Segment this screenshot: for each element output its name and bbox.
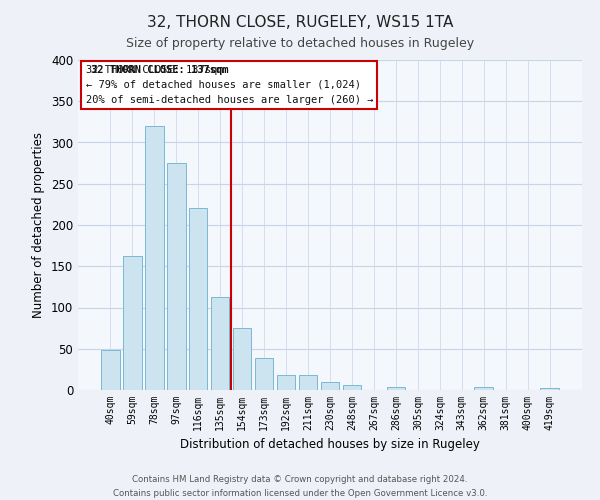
Bar xyxy=(123,256,142,390)
Bar xyxy=(386,386,405,390)
Text: 32 THORN CLOSE: 137sqm
← 79% of detached houses are smaller (1,024)
20% of semi-: 32 THORN CLOSE: 137sqm ← 79% of detached… xyxy=(86,65,373,104)
Y-axis label: Number of detached properties: Number of detached properties xyxy=(32,132,46,318)
Bar xyxy=(475,386,493,390)
Bar xyxy=(343,385,361,390)
Bar xyxy=(189,208,208,390)
Bar xyxy=(541,388,559,390)
Bar xyxy=(145,126,164,390)
Bar xyxy=(101,350,119,390)
Text: 32 THORN CLOSE: 137sqm: 32 THORN CLOSE: 137sqm xyxy=(91,65,228,75)
Bar xyxy=(299,375,317,390)
X-axis label: Distribution of detached houses by size in Rugeley: Distribution of detached houses by size … xyxy=(180,438,480,452)
Text: 32, THORN CLOSE, RUGELEY, WS15 1TA: 32, THORN CLOSE, RUGELEY, WS15 1TA xyxy=(147,15,453,30)
Text: Size of property relative to detached houses in Rugeley: Size of property relative to detached ho… xyxy=(126,38,474,51)
Bar xyxy=(211,297,229,390)
Bar xyxy=(167,163,185,390)
Bar xyxy=(320,382,340,390)
Bar xyxy=(277,375,295,390)
Bar xyxy=(233,328,251,390)
Text: Contains HM Land Registry data © Crown copyright and database right 2024.
Contai: Contains HM Land Registry data © Crown c… xyxy=(113,476,487,498)
Bar xyxy=(255,358,274,390)
